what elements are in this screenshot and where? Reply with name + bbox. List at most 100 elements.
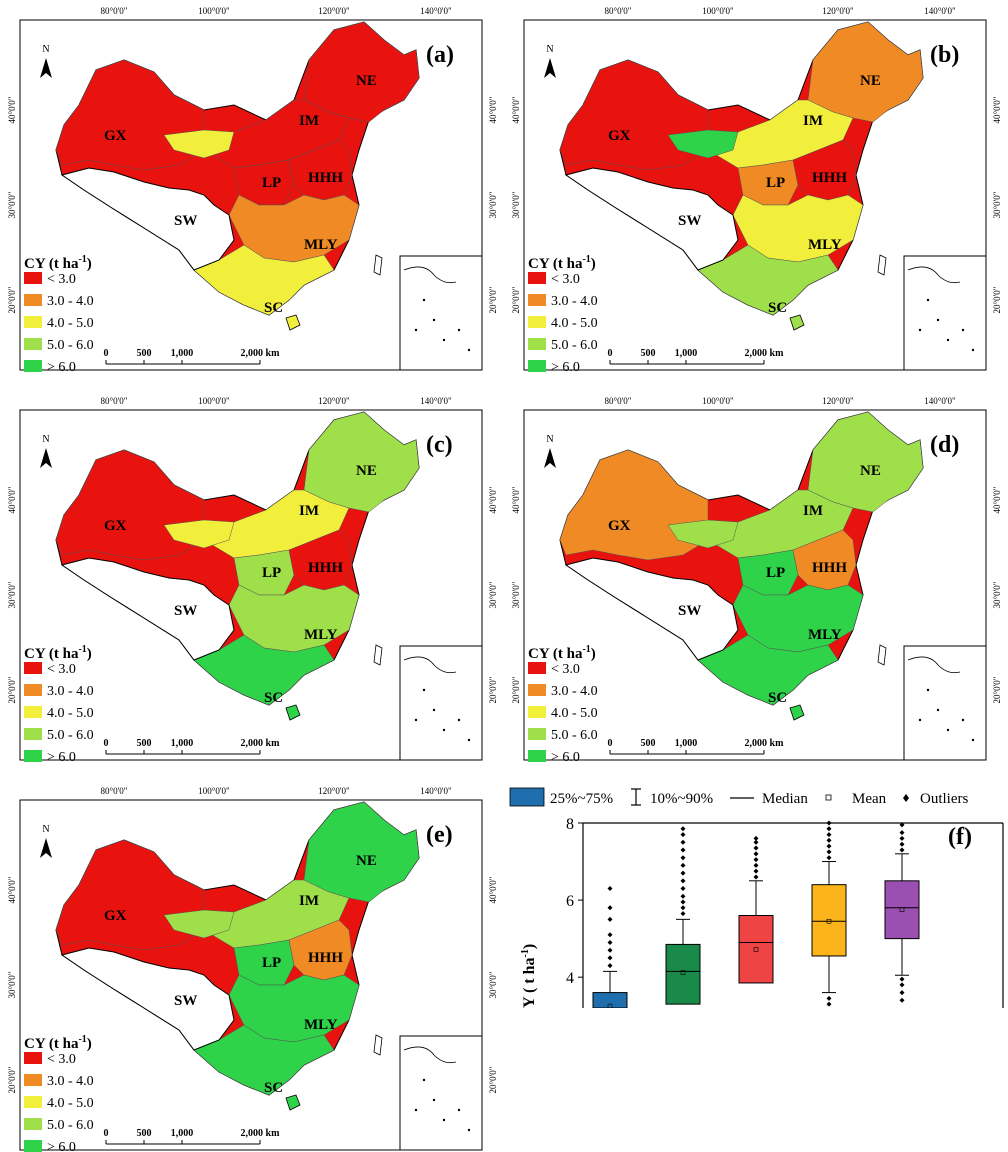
legend-median-label: Median [762, 791, 808, 807]
region-label-sw: SW [678, 213, 701, 229]
scale-label: 1,000 [675, 348, 698, 359]
region-desert [163, 519, 235, 549]
scale-label: 0 [104, 348, 109, 359]
inset-coast [907, 656, 961, 674]
legend-swatch [528, 272, 546, 284]
region-hhh [288, 529, 353, 591]
legend-title: CY (t ha-1) [24, 644, 92, 662]
top-longitude-label: 100°0'0" [702, 396, 734, 406]
legend-outlier-icon [903, 794, 909, 802]
taiwan-island [373, 254, 383, 276]
legend-swatch [24, 316, 42, 328]
legend-swatch [24, 272, 42, 284]
outlier-point [753, 835, 759, 841]
legend-iqr-label: 25%~75% [550, 791, 613, 807]
north-label: N [42, 434, 49, 445]
outlier-point [680, 905, 686, 911]
top-longitude-label: 80°0'0" [101, 786, 128, 796]
latitude-label: 20°0'0" [7, 676, 17, 703]
region-sc [697, 244, 839, 316]
inset-island [457, 718, 461, 722]
legend-swatch [528, 316, 546, 328]
scale-label: 500 [641, 348, 656, 359]
hainan-island [285, 704, 301, 721]
outlier-point [680, 839, 686, 845]
region-sc [193, 634, 335, 706]
legend-swatch [528, 750, 546, 762]
legend-swatch [24, 706, 42, 718]
region-label-sc: SC [768, 690, 787, 706]
north-label: N [42, 824, 49, 835]
region-label-im: IM [803, 113, 823, 129]
region-label-ne: NE [860, 73, 881, 89]
region-hhh [792, 529, 857, 591]
south-china-sea-inset [399, 1035, 483, 1151]
top-longitude-label: 140°0'0" [420, 786, 452, 796]
legend-class-label: > 6.0 [47, 360, 76, 372]
scale-label: 500 [137, 1128, 152, 1139]
scale-label: 2,000 km [745, 348, 785, 359]
region-label-im: IM [299, 503, 319, 519]
outlier-point [826, 995, 832, 1001]
box-series-5 [884, 822, 920, 1003]
scale-label: 1,000 [171, 738, 194, 749]
legend-class-label: 5.0 - 6.0 [47, 338, 94, 353]
region-label-mly: MLY [808, 237, 842, 253]
latitude-label: 20°0'0" [7, 286, 17, 313]
legend-swatch [528, 728, 546, 740]
region-sw [60, 167, 235, 271]
region-label-im: IM [803, 503, 823, 519]
top-longitude-label: 80°0'0" [101, 396, 128, 406]
north-label: N [546, 434, 553, 445]
y-axis-label: Y ( t ha-1) [520, 944, 538, 1008]
legend-swatch [24, 360, 42, 372]
top-longitude-label: 100°0'0" [198, 6, 230, 16]
scale-label: 0 [104, 1128, 109, 1139]
latitude-label: 40°0'0" [7, 486, 17, 513]
hainan-island [285, 314, 301, 331]
top-longitude-label: 140°0'0" [420, 396, 452, 406]
inset-island [432, 1098, 436, 1102]
scale-label: 2,000 km [745, 738, 785, 749]
map-panel-c: 80°0'0"100°0'0"120°0'0"140°0'0"100°0'0"1… [4, 390, 500, 762]
region-label-mly: MLY [304, 1017, 338, 1033]
region-label-lp: LP [262, 955, 281, 971]
region-desert [667, 129, 739, 159]
south-china-sea-inset [399, 255, 483, 371]
scale-label: 2,000 km [241, 738, 281, 749]
inset-island [414, 328, 418, 332]
latitude-label: 30°0'0" [7, 191, 17, 218]
inset-island [971, 738, 975, 742]
region-label-gx: GX [104, 908, 127, 924]
latitude-label-right: 40°0'0" [488, 876, 498, 903]
region-label-hhh: HHH [308, 170, 343, 186]
legend-class-label: 4.0 - 5.0 [47, 316, 94, 331]
taiwan-island [373, 644, 383, 666]
region-ne [303, 801, 420, 903]
legend-class-label: > 6.0 [551, 750, 580, 762]
latitude-label-right: 40°0'0" [992, 96, 1002, 123]
latitude-label: 20°0'0" [511, 676, 521, 703]
outlier-point [680, 899, 686, 905]
mean-marker [753, 947, 759, 952]
north-arrow-icon [40, 58, 52, 78]
outlier-point [899, 835, 905, 841]
region-hhh [288, 919, 353, 981]
region-desert [667, 519, 739, 549]
inset-island [961, 328, 965, 332]
legend-class-label: 3.0 - 4.0 [47, 294, 94, 309]
top-longitude-label: 120°0'0" [318, 6, 350, 16]
latitude-label-right: 40°0'0" [992, 486, 1002, 513]
latitude-label-right: 30°0'0" [992, 191, 1002, 218]
legend-class-label: 3.0 - 4.0 [47, 1074, 94, 1089]
outlier-point [607, 955, 613, 961]
region-label-ne: NE [860, 463, 881, 479]
outlier-point [680, 911, 686, 917]
south-china-sea-inset [903, 255, 987, 371]
region-label-sc: SC [264, 300, 283, 316]
inset-island [946, 728, 950, 732]
mean-marker [826, 918, 832, 924]
legend-class-label: 5.0 - 6.0 [551, 728, 598, 743]
scale-label: 1,000 [171, 1128, 194, 1139]
outlier-point [899, 847, 905, 853]
